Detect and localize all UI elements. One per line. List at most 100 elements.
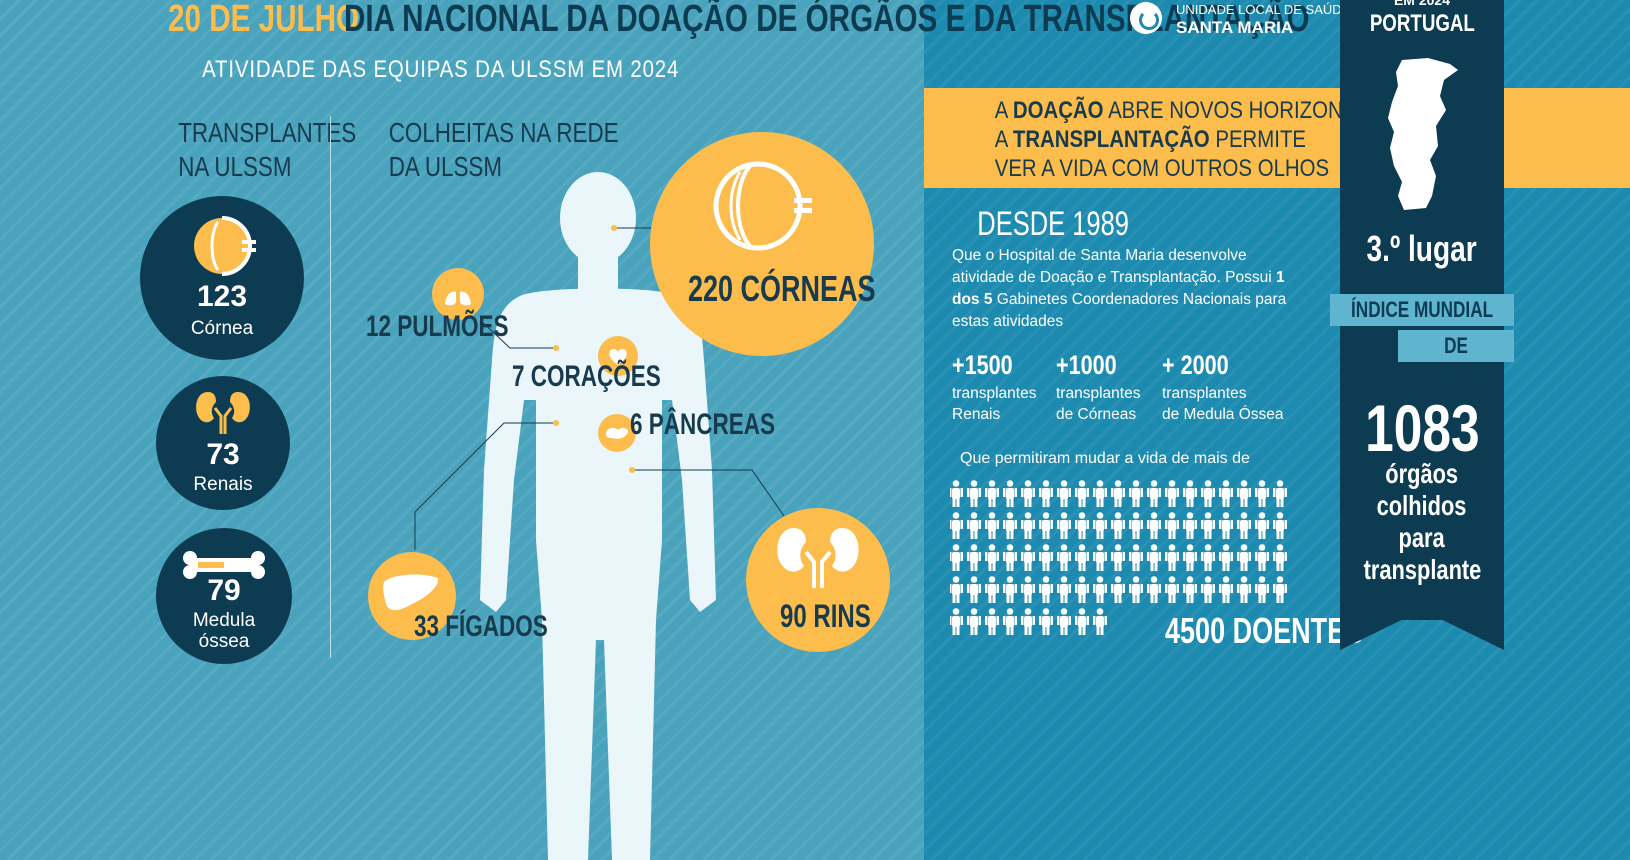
history-p2-bold: 1 dos 5 [952,269,1285,308]
person-icon [1057,512,1071,539]
person-icon [1093,544,1107,571]
slogan-line2: A TRANSPLANTAÇÃO PERMITE [995,125,1388,154]
person-icon [1219,544,1233,571]
person-icon [1039,512,1053,539]
marrow-transplants-circle: 79 Medula óssea [156,528,292,664]
human-silhouette [414,172,785,860]
kpi-medula-l2: de Medula Óssea [1162,406,1284,423]
person-icon [1021,576,1035,603]
ribbon-country-text: PORTUGAL [1369,10,1475,37]
harvests-heading-line2: DA ULSSM [388,151,503,182]
person-icon [1111,480,1125,507]
corneas-harvest-circle: 220 CÓRNEAS [650,132,876,356]
kidneys-icon [196,392,250,434]
slogan-banner-right [1504,88,1630,188]
person-icon [1165,480,1179,507]
lungs-icon [445,282,471,306]
organs-harvested-caption: órgãos colhidos para transplante [1340,458,1504,586]
kpi-medula-label: transplantes de Medula Óssea [1162,383,1284,425]
heart-icon [609,348,627,365]
cornea-transplants-circle: 123 Córnea [140,196,304,360]
person-icon [985,512,999,539]
person-icon [1129,512,1143,539]
heart-circle [598,336,638,376]
person-icon [1147,576,1161,603]
person-icon [985,480,999,507]
person-icon [1003,608,1017,635]
person-icon [1057,576,1071,603]
person-icon [1075,512,1089,539]
lungs-harvest-label: 12 PULMÕES [366,310,509,343]
person-icon [1165,544,1179,571]
person-icon [1021,512,1035,539]
person-icon [985,608,999,635]
people-caption: Que permitiram mudar a vida de mais de [960,450,1250,467]
person-icon [1003,512,1017,539]
liver-icon [383,574,439,611]
kpi-corneas-l2: de Córneas [1056,406,1137,423]
person-icon [1219,480,1233,507]
kpi-renais-l1: transplantes [952,385,1037,402]
person-icon [950,576,963,603]
person-icon [1039,480,1053,507]
lungs-circle [432,268,484,320]
person-icon [1201,480,1215,507]
slogan-line1: A DOAÇÃO ABRE NOVOS HORIZONTES. [995,96,1388,125]
person-icon [1111,512,1125,539]
person-icon [1093,480,1107,507]
person-icon [1201,512,1215,539]
logo-line1: UNIDADE LOCAL DE SAÚDE [1176,2,1351,17]
since-heading: DESDE 1989 [977,205,1129,243]
history-p2-post: Gabinetes Coordenadores Nacionais para e… [952,291,1287,330]
person-icon [1039,608,1053,635]
person-icon [1111,576,1125,603]
cornea-transplants-value: 123 [196,280,248,313]
history-p1: Que o Hospital de Santa Maria desenvolve… [952,247,1247,286]
kidneys-icon [777,528,859,588]
slogan-l1-bold: DOAÇÃO [1012,97,1104,124]
person-icon [950,480,963,507]
ribbon-country: PORTUGAL [1340,10,1504,38]
person-icon [1255,480,1269,507]
person-icon [967,608,981,635]
header-date: 20 DE JULHO [168,0,360,40]
harvests-heading: COLHEITAS NA REDE DA ULSSM [389,116,619,184]
slogan-l2-post: PERMITE [1209,126,1307,153]
person-icon [1075,480,1089,507]
transplants-heading-line1: TRANSPLANTES [178,117,357,148]
person-icon [1057,480,1071,507]
person-icon [1039,544,1053,571]
hearts-harvest-label: 7 CORAÇÕES [512,360,661,393]
connector-dots [553,225,635,473]
ulssm-logo: UNIDADE LOCAL DE SAÚDE SANTA MARIA [1130,2,1350,42]
person-icon [1147,512,1161,539]
harvests-heading-line1: COLHEITAS NA REDE [388,117,619,148]
portugal-map-icon [1388,58,1458,210]
kidney-transplants-label: Renais [193,474,253,495]
person-icon [1183,576,1197,603]
ranking-place-text: 3.º lugar [1366,228,1478,269]
transplants-heading: TRANSPLANTES NA ULSSM [178,116,356,184]
marrow-label-line1: Medula [192,610,256,631]
person-icon [1147,480,1161,507]
caption-word1: órgãos [1385,458,1459,489]
person-icon [1201,576,1215,603]
livers-harvest-label: 33 FÍGADOS [414,610,548,643]
person-icon [1183,480,1197,507]
index-tag-2: DE DOAÇÃO [1398,330,1514,390]
slogan-l2-pre: A [994,126,1013,153]
person-icon [1057,608,1071,635]
person-icon [1237,544,1251,571]
ribbon-tip [1340,610,1504,650]
person-icon [967,544,981,571]
marrow-transplants-value: 79 [207,574,241,607]
index-tag-1: ÍNDICE MUNDIAL [1330,294,1514,326]
people-pictogram [950,480,1287,635]
person-icon [1237,576,1251,603]
kpi-renais-value: +1500 [952,350,1013,380]
person-icon [1057,544,1071,571]
kidneys-harvest-circle: 90 RINS [746,508,890,652]
person-icon [1075,608,1089,635]
person-icon [1093,608,1107,635]
person-icon [1273,480,1287,507]
